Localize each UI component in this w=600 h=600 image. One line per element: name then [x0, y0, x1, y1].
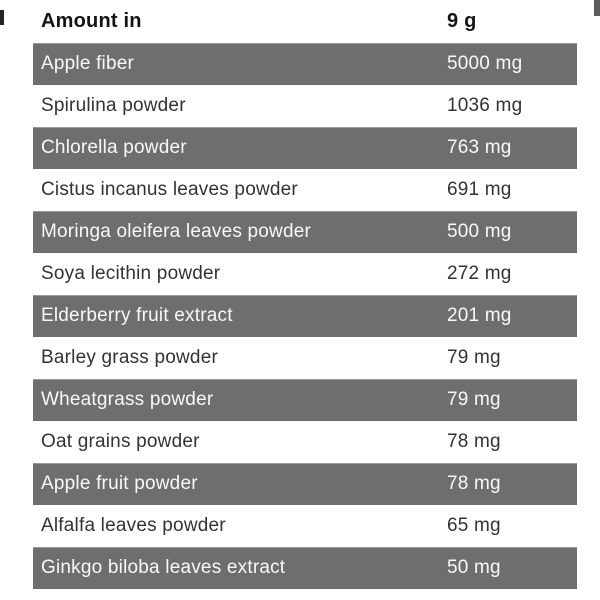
ingredient-amount: 691 mg [447, 179, 512, 200]
table-row: Elderberry fruit extract 201 mg [33, 295, 577, 337]
ingredient-name: Elderberry fruit extract [41, 305, 233, 326]
table-row: Ginkgo biloba leaves extract 50 mg [33, 547, 577, 589]
ingredient-name: Alfalfa leaves powder [41, 515, 226, 536]
table-row: Cistus incanus leaves powder 691 mg [33, 169, 577, 211]
table-row: Soya lecithin powder 272 mg [33, 253, 577, 295]
ingredient-name: Spirulina powder [41, 95, 186, 116]
table-header-row: Amount in 9 g [33, 0, 577, 43]
ingredient-name: Chlorella powder [41, 137, 187, 158]
table-row: Spirulina powder 1036 mg [33, 85, 577, 127]
ingredient-amount: 5000 mg [447, 53, 523, 74]
table-row: Oat grains powder 78 mg [33, 421, 577, 463]
crop-artifact-top-right [594, 0, 600, 16]
header-amount-label: Amount in [41, 10, 142, 32]
ingredient-amount: 272 mg [447, 263, 512, 284]
ingredient-name: Barley grass powder [41, 347, 218, 368]
table-row: Wheatgrass powder 79 mg [33, 379, 577, 421]
table-row: Barley grass powder 79 mg [33, 337, 577, 379]
ingredient-name: Wheatgrass powder [41, 389, 214, 410]
ingredient-name: Moringa oleifera leaves powder [41, 221, 312, 242]
ingredient-amount: 78 mg [447, 473, 501, 494]
table-row: Chlorella powder 763 mg [33, 127, 577, 169]
table-row: Alfalfa leaves powder 65 mg [33, 505, 577, 547]
ingredient-amount: 79 mg [447, 389, 501, 410]
table-row: Moringa oleifera leaves powder 500 mg [33, 211, 577, 253]
ingredient-amount: 1036 mg [447, 95, 523, 116]
ingredient-amount: 79 mg [447, 347, 501, 368]
ingredient-amount: 78 mg [447, 431, 501, 452]
ingredient-name: Apple fruit powder [41, 473, 198, 494]
table-row: Apple fruit powder 78 mg [33, 463, 577, 505]
ingredient-amount: 500 mg [447, 221, 512, 242]
table-rows: Apple fiber 5000 mg Spirulina powder 1036 m… [0, 43, 600, 589]
ingredient-name: Ginkgo biloba leaves extract [41, 557, 286, 578]
ingredient-amount: 763 mg [447, 137, 512, 158]
header-serving-size: 9 g [447, 10, 477, 32]
table-row: Apple fiber 5000 mg [33, 43, 577, 85]
ingredient-name: Apple fiber [41, 53, 135, 74]
ingredient-amount: 201 mg [447, 305, 512, 326]
ingredient-name: Soya lecithin powder [41, 263, 221, 284]
ingredient-name: Oat grains powder [41, 431, 200, 452]
ingredient-amount: 65 mg [447, 515, 501, 536]
ingredient-amount: 50 mg [447, 557, 501, 578]
ingredient-name: Cistus incanus leaves powder [41, 179, 298, 200]
crop-artifact-top-left [0, 10, 4, 25]
